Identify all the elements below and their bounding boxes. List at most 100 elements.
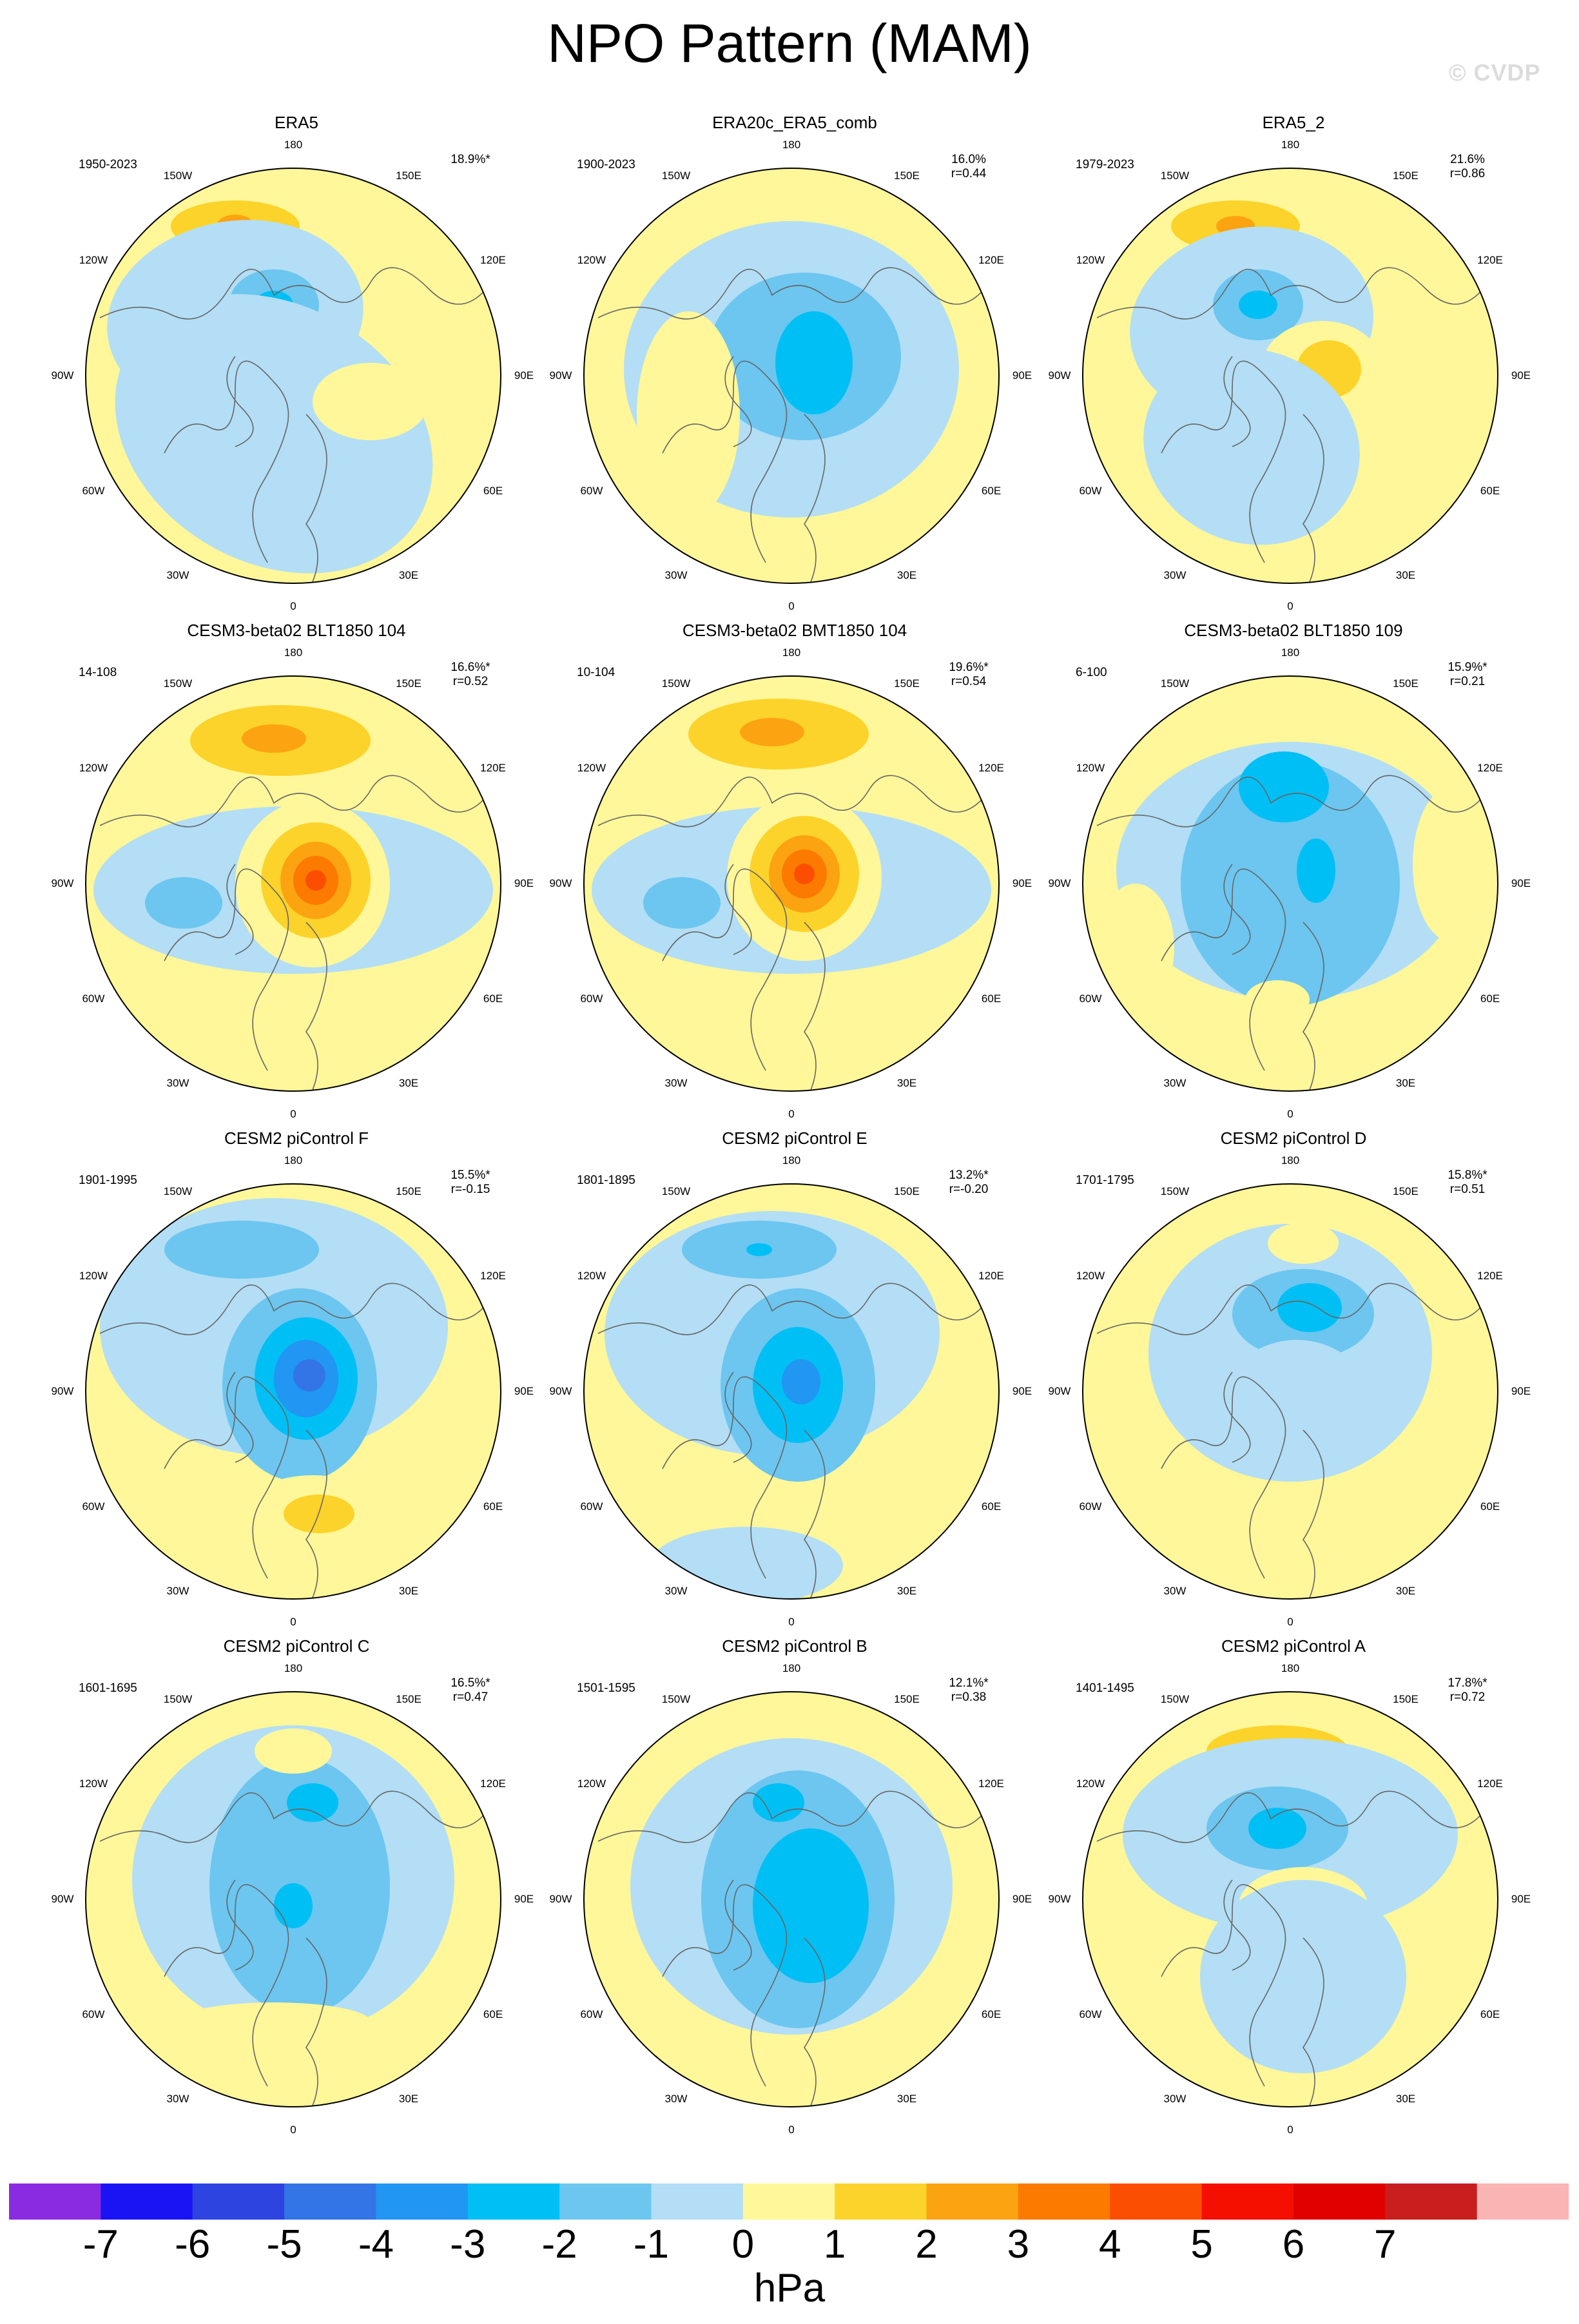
panel-period: 1801-1895: [577, 1174, 635, 1187]
colorbar-tick: 6: [1282, 2222, 1305, 2267]
panel-stats: 16.6%* r=0.52: [432, 661, 509, 689]
longitude-label: 90W: [1048, 369, 1071, 382]
map-panel: ERA5 1950-2023 18.9%* 180 150E 120E 90E 60E 30E 0…: [45, 113, 548, 622]
pattern-correlation: r=0.54: [951, 675, 987, 688]
polar-map: [1082, 675, 1498, 1092]
coastline: [99, 775, 500, 1090]
map-border: [583, 1691, 1000, 2107]
map-panel: CESM3-beta02 BMT1850 104 10-104 19.6%* r=0.…: [543, 621, 1046, 1130]
explained-variance: 18.9%*: [450, 153, 490, 166]
longitude-label: 60W: [580, 485, 603, 497]
longitude-label: 0: [290, 600, 296, 612]
longitude-label: 150E: [894, 677, 920, 690]
pattern-correlation: r=0.86: [1449, 167, 1486, 180]
contour-fill: [177, 2002, 371, 2041]
colorbar-swatch: [559, 2184, 652, 2220]
contour-fill: [274, 1883, 313, 1928]
map-border: [583, 675, 1000, 1092]
explained-variance: 16.5%*: [450, 1676, 490, 1690]
longitude-label: 180: [782, 139, 801, 151]
explained-variance: 12.1%*: [949, 1676, 989, 1690]
colorbar-swatch: [742, 2184, 835, 2220]
contour-fill: [611, 993, 766, 1091]
longitude-label: 30W: [166, 1585, 189, 1598]
longitude-label: 90E: [514, 1893, 534, 1905]
contour-fill: [313, 363, 429, 440]
panel-period: 1979-2023: [1076, 158, 1134, 171]
contour-fill: [305, 870, 326, 891]
panel-period: 1950-2023: [79, 158, 137, 171]
longitude-label: 120E: [1477, 254, 1503, 266]
colorbar-swatch: [101, 2184, 193, 2220]
longitude-label: 60E: [981, 1500, 1002, 1513]
panel-title: CESM2 piControl F: [224, 1128, 369, 1148]
colorbar-tick: 7: [1374, 2222, 1397, 2267]
coastline: [1096, 1790, 1497, 2106]
contour-fill: [164, 1221, 319, 1279]
coastline: [597, 267, 998, 583]
map-border: [85, 1691, 501, 2107]
colorbar-tick: -6: [175, 2222, 211, 2267]
longitude-label: 180: [284, 139, 303, 151]
longitude-label: 180: [1281, 1154, 1300, 1167]
map-panel: CESM2 piControl F 1901-1995 15.5%* r=-0.15 1…: [45, 1128, 548, 1638]
longitude-label: 90E: [514, 877, 534, 889]
contour-fill: [126, 1000, 280, 1091]
contour-fill: [1239, 291, 1277, 319]
longitude-label: 0: [1287, 2124, 1293, 2136]
longitude-label: 60E: [981, 2008, 1002, 2020]
colorbar-tick: 3: [1007, 2222, 1030, 2267]
longitude-label: 90E: [1511, 369, 1531, 382]
longitude-label: 90W: [549, 1893, 572, 1905]
polar-map: [1082, 168, 1498, 584]
longitude-label: 120W: [1076, 762, 1105, 774]
explained-variance: 21.6%: [1450, 153, 1485, 166]
longitude-label: 60W: [1079, 485, 1102, 497]
longitude-label: 180: [284, 1154, 303, 1167]
map-panel: CESM2 piControl C 1601-1695 16.5%* r=0.47 18…: [45, 1636, 548, 2145]
polar-map: [1082, 1691, 1498, 2107]
map-border: [583, 168, 1000, 584]
longitude-label: 150E: [1393, 169, 1419, 182]
explained-variance: 15.9%*: [1448, 661, 1487, 674]
map-panel: CESM2 piControl B 1501-1595 12.1%* r=0.38 18…: [543, 1636, 1046, 2145]
longitude-label: 60E: [981, 993, 1002, 1005]
panel-stats: 16.0% r=0.44: [930, 153, 1007, 181]
longitude-label: 120W: [577, 762, 606, 774]
map-panel: CESM3-beta02 BLT1850 104 14-108 16.6%* r=0.…: [45, 621, 548, 1130]
panel-title: ERA20c_ERA5_comb: [712, 113, 877, 132]
longitude-label: 180: [782, 646, 801, 659]
longitude-label: 150W: [1160, 1692, 1190, 1705]
longitude-label: 90W: [549, 369, 572, 382]
colorbar-swatch: [1110, 2184, 1203, 2220]
panel-stats: 19.6%* r=0.54: [930, 661, 1007, 689]
longitude-label: 0: [788, 1108, 795, 1120]
longitude-label: 60W: [1079, 1500, 1102, 1513]
contour-fill: [643, 877, 721, 929]
longitude-label: 90E: [514, 369, 534, 382]
longitude-label: 150W: [661, 1185, 691, 1197]
longitude-label: 150W: [163, 169, 193, 182]
panel-stats: 15.9%* r=0.21: [1429, 661, 1506, 689]
longitude-label: 150E: [396, 169, 421, 182]
coastline: [99, 1283, 500, 1598]
explained-variance: 16.6%*: [450, 661, 490, 674]
map-panel: CESM2 piControl A 1401-1495 17.8%* r=0.72 18…: [1042, 1636, 1545, 2145]
map-border: [85, 168, 501, 584]
longitude-label: 150E: [396, 677, 421, 690]
panel-stats: 15.5%* r=-0.15: [432, 1168, 509, 1197]
longitude-label: 90W: [51, 1385, 74, 1397]
longitude-label: 60E: [1480, 993, 1500, 1005]
longitude-label: 0: [788, 1616, 795, 1628]
panel-period: 1601-1695: [79, 1681, 137, 1695]
pattern-correlation: r=0.51: [1449, 1183, 1486, 1196]
contour-fill: [1268, 1223, 1339, 1264]
longitude-label: 90W: [549, 1385, 572, 1397]
longitude-label: 30W: [664, 2093, 688, 2106]
contour-fill: [708, 1485, 785, 1517]
contour-fill: [1143, 348, 1360, 545]
contour-fill: [1181, 761, 1400, 1006]
colorbar-tick: 4: [1098, 2222, 1121, 2267]
panel-period: 1901-1995: [79, 1174, 137, 1187]
longitude-label: 120E: [978, 762, 1004, 774]
